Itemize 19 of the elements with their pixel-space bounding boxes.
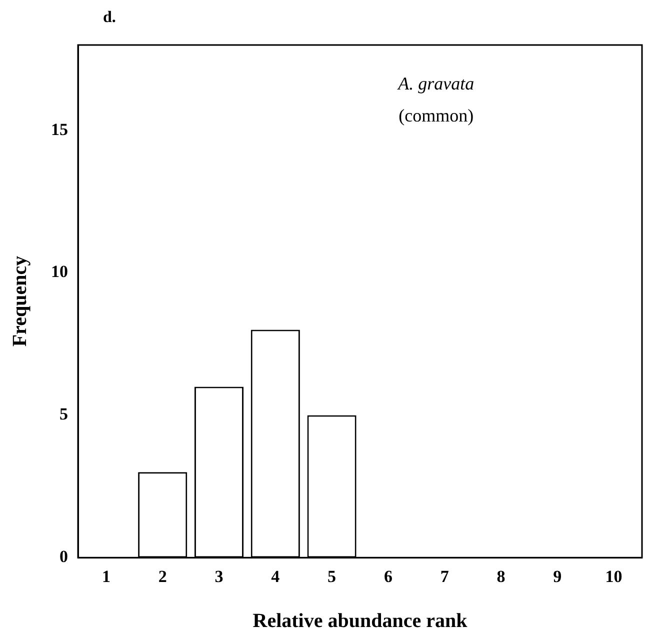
x-tick-label: 7 bbox=[440, 567, 450, 586]
x-axis-title: Relative abundance rank bbox=[252, 610, 468, 632]
x-tick-label: 2 bbox=[158, 567, 167, 586]
chart-title: d. bbox=[103, 9, 116, 26]
x-tick-label: 9 bbox=[553, 567, 562, 586]
x-tick-label: 10 bbox=[605, 567, 622, 586]
x-tick-label: 6 bbox=[384, 567, 392, 586]
x-tick-label: 1 bbox=[102, 567, 110, 586]
y-tick-label: 15 bbox=[51, 120, 68, 139]
y-tick-label: 10 bbox=[51, 262, 68, 282]
x-tick-label: 8 bbox=[496, 567, 506, 586]
annotation: (common) bbox=[398, 106, 474, 126]
y-axis-title: Frequency bbox=[9, 256, 32, 347]
y-tick-label: 5 bbox=[60, 404, 68, 424]
y-tick-label: 0 bbox=[60, 546, 68, 566]
annotation: A. gravata bbox=[397, 74, 474, 94]
x-tick-label: 5 bbox=[328, 567, 336, 586]
x-tick-label: 4 bbox=[271, 567, 280, 586]
x-tick-label: 3 bbox=[214, 567, 224, 586]
